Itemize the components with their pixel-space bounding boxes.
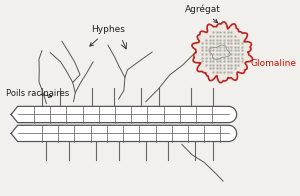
Text: Agrégat: Agrégat — [184, 5, 220, 23]
Polygon shape — [11, 106, 237, 122]
Text: Poils racinaires: Poils racinaires — [6, 89, 69, 98]
Text: Glomaline: Glomaline — [250, 59, 296, 68]
Polygon shape — [11, 125, 237, 142]
Text: Hyphes: Hyphes — [90, 25, 125, 46]
Polygon shape — [192, 22, 253, 83]
